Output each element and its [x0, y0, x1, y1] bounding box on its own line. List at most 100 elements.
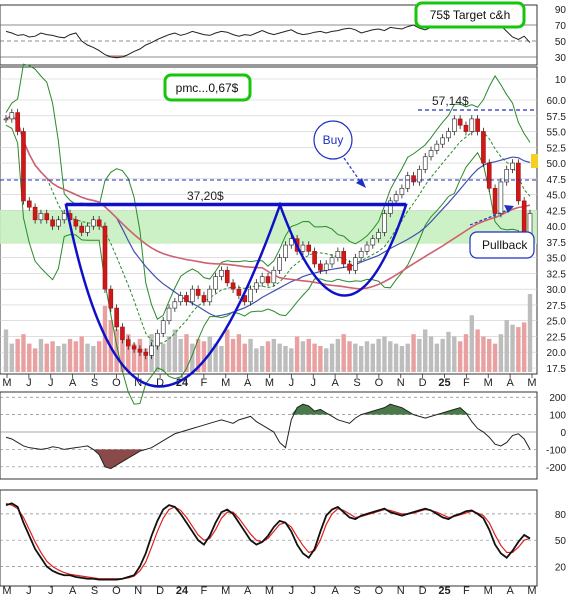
- volume-bar: [242, 343, 247, 372]
- candle-body: [38, 213, 44, 221]
- candle-body: [318, 263, 323, 271]
- candle-body: [9, 112, 15, 120]
- x-tick-label: J: [48, 377, 54, 389]
- volume-bar: [85, 343, 90, 372]
- volume-bar: [347, 341, 352, 372]
- x-tick-label: D: [419, 377, 427, 389]
- candle-body: [248, 288, 253, 303]
- candle-body: [288, 238, 294, 246]
- buy-bubble: [313, 120, 353, 160]
- price-tick-label: 17.5: [547, 364, 567, 375]
- price-tick-label: 47.5: [547, 175, 567, 186]
- candle-body: [399, 187, 405, 195]
- candle-body: [341, 251, 346, 265]
- volume-bar: [504, 320, 509, 372]
- candle-body: [376, 232, 381, 240]
- volume-bar: [230, 338, 236, 372]
- volume-bar: [376, 338, 381, 372]
- pullback-arrow-head: [504, 205, 514, 213]
- volume-bar: [114, 329, 119, 372]
- x-tick-label: A: [244, 377, 252, 389]
- candle-body: [190, 288, 195, 303]
- volume-bar: [463, 334, 469, 372]
- momentum-negative-fill: [6, 449, 530, 469]
- volume-bar: [457, 341, 463, 372]
- candle-body: [236, 288, 242, 296]
- x-tick-label-bottom: O: [112, 585, 121, 596]
- candle-body: [452, 118, 457, 132]
- volume-bar: [306, 338, 311, 372]
- volume-bar: [300, 341, 306, 372]
- x-tick-label-bottom: A: [331, 585, 339, 596]
- volume-bar: [428, 336, 434, 372]
- volume-bar: [399, 346, 405, 372]
- volume-bar: [265, 341, 271, 372]
- candle-body: [265, 276, 271, 284]
- volume-bar: [225, 329, 230, 372]
- candle-body: [312, 251, 317, 265]
- volume-bar: [213, 343, 218, 372]
- volume-bar: [184, 334, 189, 372]
- rsi-tick-label: 50: [555, 37, 567, 48]
- candle-body: [370, 238, 376, 246]
- volume-bar: [289, 348, 294, 372]
- x-tick-label-bottom: S: [91, 585, 98, 596]
- stochastic-tick-label: 20: [555, 562, 567, 573]
- candle-body: [15, 112, 20, 132]
- volume-bar: [329, 343, 335, 372]
- x-tick-label: J: [26, 377, 32, 389]
- candle-body: [335, 251, 341, 258]
- x-tick-label-bottom: A: [506, 585, 514, 596]
- volume-bar: [417, 338, 422, 372]
- volume-bar: [440, 338, 445, 372]
- pmc-label: pmc...0,67$: [176, 81, 239, 95]
- candle-body: [481, 131, 486, 164]
- candle-body: [347, 263, 352, 271]
- candle-body: [149, 345, 154, 356]
- high-price-label: 57,14$: [432, 94, 469, 108]
- volume-bar: [318, 346, 323, 372]
- x-tick-label-bottom: 25: [438, 585, 450, 596]
- x-tick-label-bottom: J: [311, 585, 317, 596]
- candle-body: [323, 263, 329, 271]
- candle-body: [440, 137, 445, 145]
- ma-long: [5, 114, 531, 290]
- candle-body: [79, 225, 84, 233]
- candle-body: [114, 307, 119, 328]
- x-tick-label-bottom: A: [244, 585, 252, 596]
- pullback-box: [469, 231, 535, 259]
- candle-body: [300, 244, 306, 252]
- volume-bar: [498, 334, 504, 372]
- volume-bar: [446, 331, 451, 372]
- volume-bar: [294, 336, 300, 372]
- volume-bar: [469, 315, 474, 372]
- x-tick-label-bottom: J: [289, 585, 295, 596]
- candle-body: [91, 219, 96, 227]
- candle-body: [21, 131, 26, 202]
- candle-body: [469, 118, 475, 132]
- candle-body: [102, 225, 108, 290]
- volume-bar: [353, 343, 358, 372]
- price-tick-label: 35.0: [547, 254, 567, 265]
- candle-body: [411, 175, 416, 183]
- volume-bar: [324, 348, 329, 372]
- volume-bar: [434, 343, 440, 372]
- volume-bar: [452, 336, 457, 372]
- x-tick-label: M: [221, 377, 230, 389]
- volume-bar: [521, 322, 527, 372]
- price-tick-label: 32.5: [547, 269, 567, 280]
- candle-body: [166, 307, 172, 322]
- x-tick-label: F: [463, 377, 470, 389]
- x-tick-label: 24: [176, 377, 189, 389]
- volume-bar: [79, 336, 84, 372]
- pullback-arrow-line: [469, 209, 509, 226]
- candle-body: [329, 257, 335, 265]
- volume-bar: [423, 329, 428, 372]
- volume-bar: [236, 334, 242, 372]
- target-box: [414, 1, 526, 29]
- x-tick-label-bottom: M: [265, 585, 274, 596]
- momentum-tick-label: 0: [560, 428, 566, 439]
- candle-body: [306, 244, 312, 252]
- candle-body: [96, 219, 102, 227]
